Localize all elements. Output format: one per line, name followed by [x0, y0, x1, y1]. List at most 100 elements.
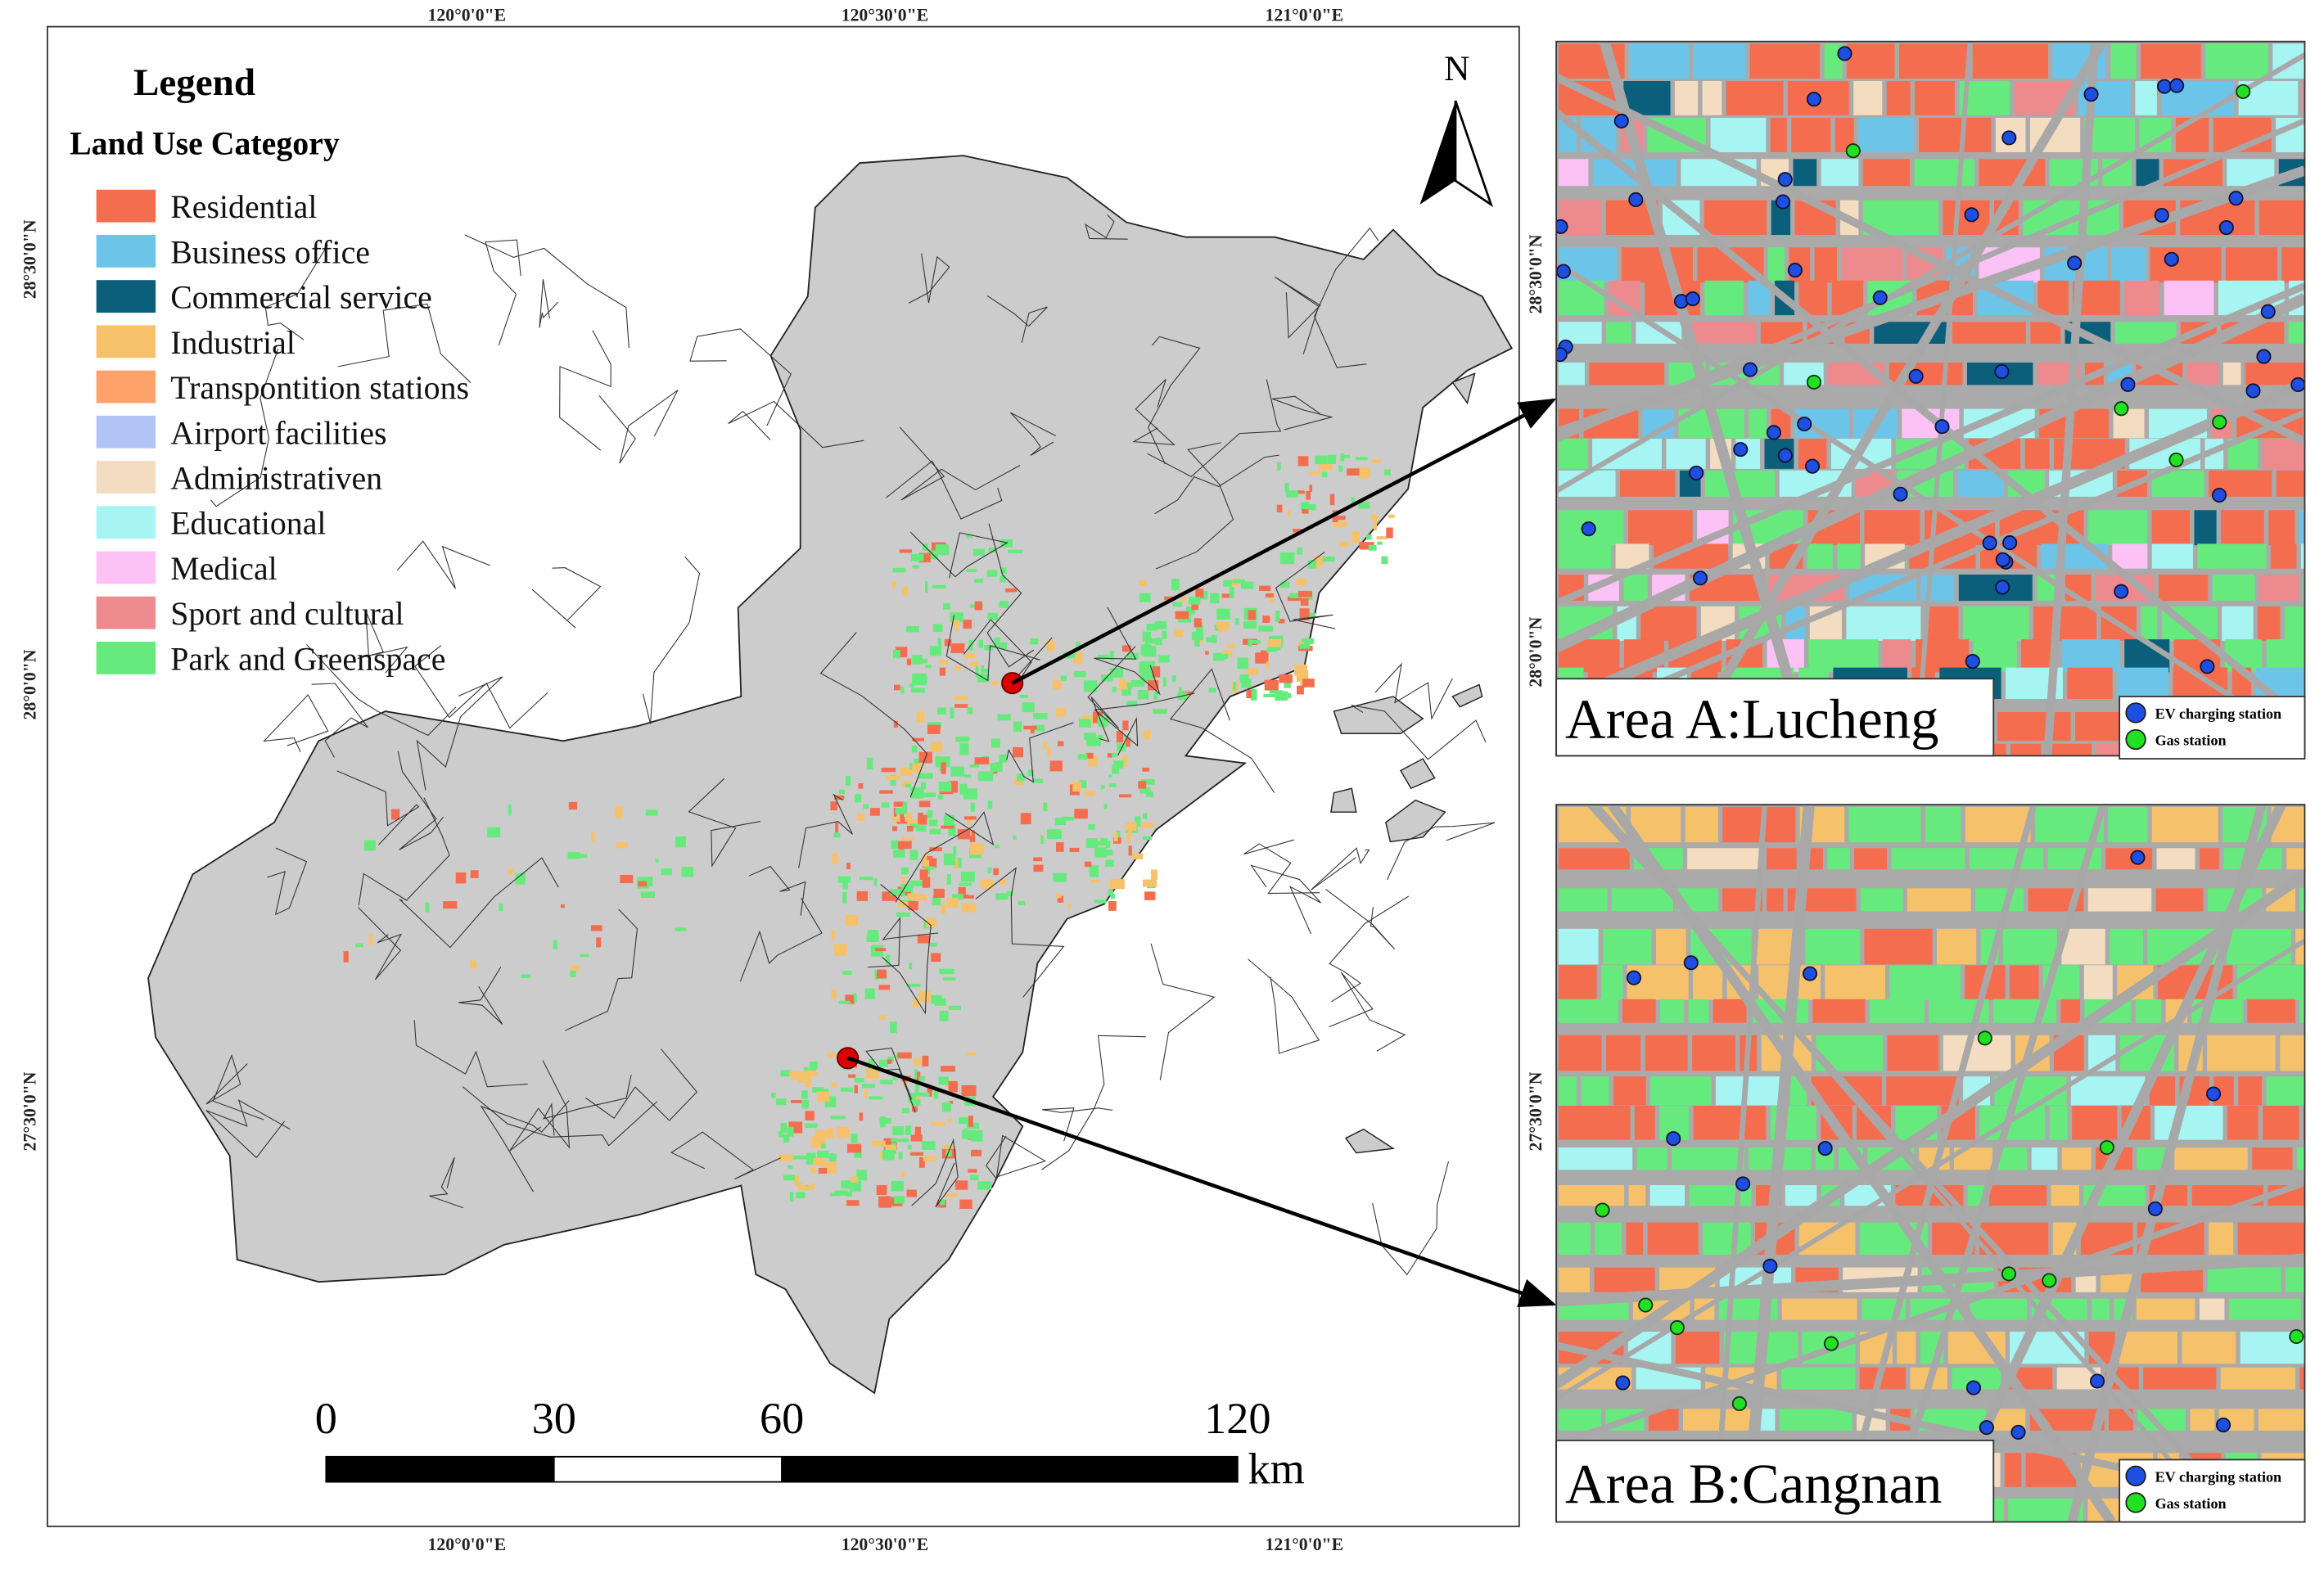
gas-station	[2168, 452, 2184, 467]
urban-patch	[1162, 677, 1167, 687]
urban-patch	[1072, 781, 1082, 792]
urban-patch	[818, 1167, 828, 1174]
urban-patch	[805, 1075, 812, 1088]
ev-station	[1775, 194, 1791, 210]
legend: Residential Business office Commercial ser…	[96, 189, 469, 677]
urban-patch	[878, 1196, 891, 1208]
ev-station	[1934, 419, 1950, 435]
urban-patch	[1109, 782, 1117, 787]
scale-segment	[553, 1455, 783, 1483]
land-parcel	[1749, 43, 1821, 79]
land-parcel	[2299, 510, 2305, 546]
land-parcel	[1594, 1267, 1655, 1292]
land-parcel	[1660, 999, 1685, 1023]
ev-station	[1908, 368, 1924, 384]
ev-station	[2169, 78, 2185, 93]
urban-patch	[796, 1192, 806, 1198]
road	[1884, 805, 2107, 1522]
urban-patch	[1338, 516, 1346, 521]
urban-patch	[1300, 598, 1309, 606]
urban-patch	[1105, 841, 1111, 848]
urban-patch	[969, 764, 980, 768]
urban-patch	[580, 954, 589, 958]
ev-station	[1893, 486, 1908, 502]
urban-patch	[1220, 613, 1225, 620]
land-parcel	[1581, 1076, 1609, 1106]
land-parcel	[2255, 667, 2305, 700]
urban-patch	[894, 1196, 905, 1204]
land-parcel	[2303, 1106, 2305, 1140]
district-border	[1085, 214, 1128, 240]
urban-patch	[567, 852, 580, 859]
urban-patch	[942, 1145, 954, 1149]
urban-patch	[838, 1000, 851, 1004]
urban-patch	[1222, 650, 1233, 657]
urban-patch	[929, 646, 942, 656]
urban-patch	[994, 845, 1000, 849]
land-parcel	[1886, 1076, 1959, 1106]
inset-legends: EV charging station Gas station EV chargin…	[2119, 696, 2306, 1523]
urban-patch	[914, 1126, 921, 1138]
ev-station	[1994, 363, 2010, 380]
urban-patch	[1112, 764, 1120, 774]
legend-swatch	[96, 415, 156, 449]
urban-patch	[1126, 683, 1133, 688]
urban-patch	[1258, 625, 1274, 632]
urban-patch	[912, 565, 919, 569]
ev-station	[2156, 79, 2173, 94]
road	[1556, 259, 2305, 746]
land-parcel	[1891, 848, 1965, 870]
land-parcel	[1937, 928, 1977, 965]
urban-patch	[846, 1200, 860, 1206]
land-parcel	[2303, 575, 2305, 602]
land-parcel	[1915, 81, 1955, 115]
urban-patch	[963, 895, 974, 899]
urban-patch	[893, 684, 900, 691]
land-parcel	[1704, 280, 1744, 316]
urban-patch	[906, 1189, 917, 1197]
urban-patch	[508, 804, 512, 816]
urban-patch	[960, 871, 975, 882]
land-parcel	[2143, 1367, 2217, 1390]
urban-patch	[830, 1116, 846, 1120]
legend-label: Park and Greenspace	[170, 641, 445, 677]
land-parcel	[1854, 848, 1888, 870]
gas-station	[1806, 374, 1822, 390]
district-border	[670, 1131, 782, 1180]
urban-patch	[661, 868, 672, 876]
land-parcel	[1703, 1222, 1751, 1256]
land-parcel	[1693, 965, 1723, 1000]
urban-patch	[900, 836, 915, 841]
urban-patch	[878, 985, 891, 990]
urban-patch	[895, 807, 907, 814]
scale-label: 60	[760, 1394, 804, 1443]
urban-patch	[780, 1070, 790, 1077]
land-parcel	[2164, 280, 2214, 316]
urban-patch	[932, 584, 946, 589]
urban-patch	[941, 1066, 955, 1072]
land-parcel	[2060, 999, 2080, 1023]
urban-patch	[890, 774, 896, 786]
land-parcel	[2225, 247, 2277, 283]
urban-patch	[1297, 548, 1302, 555]
district-border	[909, 531, 1009, 579]
district-border	[396, 540, 490, 589]
urban-patch	[816, 1091, 830, 1102]
urban-patch	[945, 1149, 952, 1156]
lat-label: 27°30'0"N	[1526, 1071, 1546, 1151]
land-parcel	[2174, 1147, 2248, 1170]
land-parcel	[1766, 848, 1797, 870]
urban-patch	[901, 1170, 905, 1177]
land-parcel	[1693, 43, 1746, 79]
urban-patch	[944, 639, 952, 647]
land-parcel	[2163, 159, 2222, 187]
land-parcel	[2302, 81, 2305, 115]
location-marker	[1001, 672, 1024, 695]
urban-patch	[842, 891, 847, 904]
urban-patch	[900, 810, 904, 820]
district-border	[480, 1100, 570, 1193]
land-parcel	[2150, 247, 2222, 283]
urban-patch	[1276, 504, 1283, 512]
urban-patch	[833, 832, 841, 838]
land-parcel	[1628, 1185, 1646, 1206]
